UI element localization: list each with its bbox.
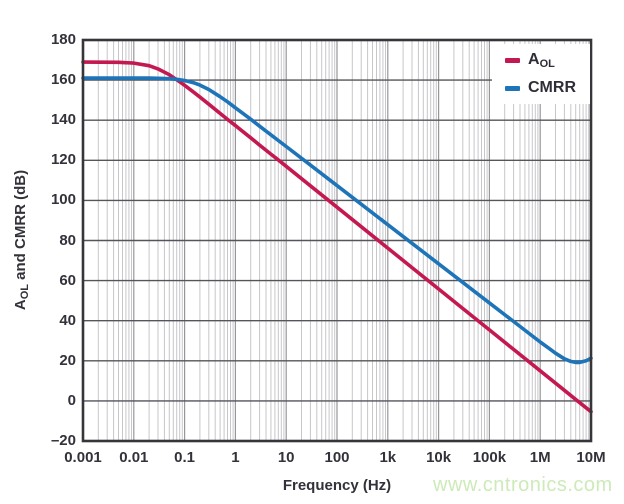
x-tick-label: 0.1 <box>174 449 196 466</box>
cmrr-line-swatch-icon <box>505 85 520 91</box>
y-axis-title: AOL and CMRR (dB) <box>10 90 32 390</box>
legend-label-aol-text: A <box>528 51 540 68</box>
cmrr-curve <box>81 76 593 365</box>
legend-item-cmrr: CMRR <box>505 79 590 97</box>
y-tick-label: 120 <box>50 151 76 169</box>
legend-label-cmrr: CMRR <box>528 79 576 96</box>
x-tick-label: 1 <box>231 449 240 466</box>
x-tick-label: 1k <box>379 449 397 466</box>
x-tick-label: 10 <box>277 449 295 466</box>
x-tick-label: 10M <box>576 449 606 466</box>
y-axis-title-rest: and CMRR (dB) <box>12 169 29 285</box>
y-axis-title-subscript: OL <box>19 284 31 300</box>
aol-curve <box>81 60 593 414</box>
y-tick-label: 100 <box>50 191 76 209</box>
y-tick-label: 60 <box>59 271 76 289</box>
x-tick-label: 10k <box>426 449 452 466</box>
y-tick-label: –20 <box>50 432 76 449</box>
y-tick-label: 0 <box>67 391 76 409</box>
y-tick-label: 160 <box>50 71 76 89</box>
x-tick-label: 100k <box>472 449 507 466</box>
legend-label-aol: AOL <box>528 51 555 70</box>
y-tick-label: 180 <box>50 31 76 48</box>
y-tick-label: 40 <box>59 311 76 329</box>
plot-border <box>81 38 593 443</box>
y-axis-title-prefix: A <box>12 299 29 311</box>
legend-item-aol: AOL <box>505 51 590 70</box>
x-tick-label: 0.01 <box>119 449 149 466</box>
y-tick-label: 140 <box>50 111 76 129</box>
watermark: www.cntronics.com <box>433 474 613 496</box>
y-tick-label: 80 <box>59 231 76 249</box>
x-tick-label: 1M <box>529 449 551 466</box>
legend-label-aol-subscript: OL <box>539 58 555 70</box>
y-tick-label: 20 <box>59 351 76 369</box>
aol-line-swatch-icon <box>505 57 520 63</box>
legend: AOL CMRR <box>492 44 590 104</box>
x-tick-label: 0.001 <box>64 449 102 466</box>
x-tick-label: 100 <box>324 449 350 466</box>
x-axis-title: Frequency (Hz) <box>282 477 392 494</box>
